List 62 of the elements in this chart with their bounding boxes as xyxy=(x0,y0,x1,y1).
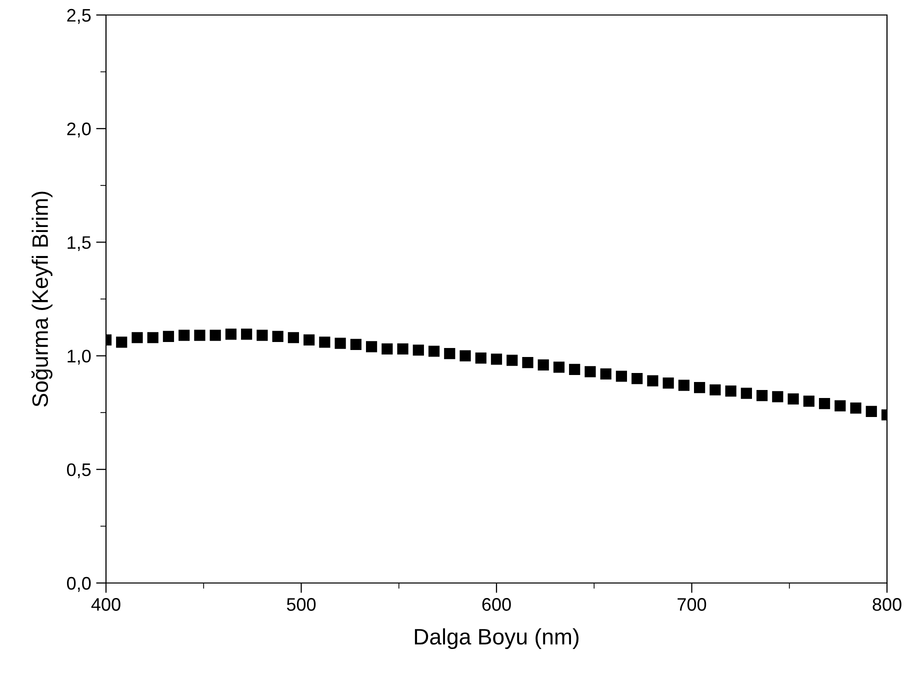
point xyxy=(616,370,628,382)
point xyxy=(412,344,424,356)
x-axis-title: Dalga Boyu (nm) xyxy=(414,628,578,650)
point xyxy=(834,400,846,412)
point xyxy=(710,384,721,396)
y-tick-label: 0,5 xyxy=(67,463,91,478)
point xyxy=(162,330,174,342)
point xyxy=(210,330,221,341)
point xyxy=(272,330,284,342)
point xyxy=(428,346,440,357)
point xyxy=(319,336,330,348)
point xyxy=(632,372,643,384)
y-tick-label: 0,0 xyxy=(67,576,91,592)
point xyxy=(334,338,346,349)
point xyxy=(553,362,565,373)
point xyxy=(475,352,486,364)
point xyxy=(490,354,502,365)
point xyxy=(460,350,471,362)
point xyxy=(366,341,378,352)
point xyxy=(116,336,128,348)
point xyxy=(132,332,143,344)
point xyxy=(756,390,768,402)
y-tick-label: 1,5 xyxy=(68,236,91,252)
point xyxy=(569,364,580,375)
point xyxy=(850,402,862,414)
point xyxy=(288,332,299,344)
point xyxy=(772,391,784,402)
point xyxy=(678,380,690,391)
x-tick-label: 500 xyxy=(286,598,316,611)
point xyxy=(304,334,315,346)
point xyxy=(506,354,518,366)
x-tick-label: 800 xyxy=(872,598,902,611)
point xyxy=(256,330,268,341)
point xyxy=(147,332,158,344)
point xyxy=(194,330,206,341)
point xyxy=(225,328,237,340)
point xyxy=(803,396,814,407)
y-tick-label: 2,0 xyxy=(67,122,91,138)
point xyxy=(694,382,706,394)
point xyxy=(538,359,549,370)
point xyxy=(788,393,799,405)
point xyxy=(740,388,752,399)
point xyxy=(662,378,674,389)
point xyxy=(725,385,736,397)
y-tick-label: 2,5 xyxy=(67,8,91,24)
point xyxy=(444,348,456,360)
y-tick-label: 1,0 xyxy=(68,350,91,365)
point xyxy=(178,330,190,341)
point xyxy=(350,338,362,350)
x-tick-label: 400 xyxy=(91,598,120,611)
point xyxy=(397,343,408,355)
point xyxy=(600,368,612,380)
point xyxy=(818,398,830,410)
point xyxy=(584,366,596,378)
point xyxy=(647,375,658,386)
x-tick-label: 600 xyxy=(482,598,511,611)
point xyxy=(241,328,252,340)
x-tick-label: 700 xyxy=(678,598,706,611)
point xyxy=(382,343,393,355)
point xyxy=(522,357,534,368)
y-axis-title: Soğurma (Keyfi Birim) xyxy=(31,192,52,407)
point xyxy=(866,406,877,418)
